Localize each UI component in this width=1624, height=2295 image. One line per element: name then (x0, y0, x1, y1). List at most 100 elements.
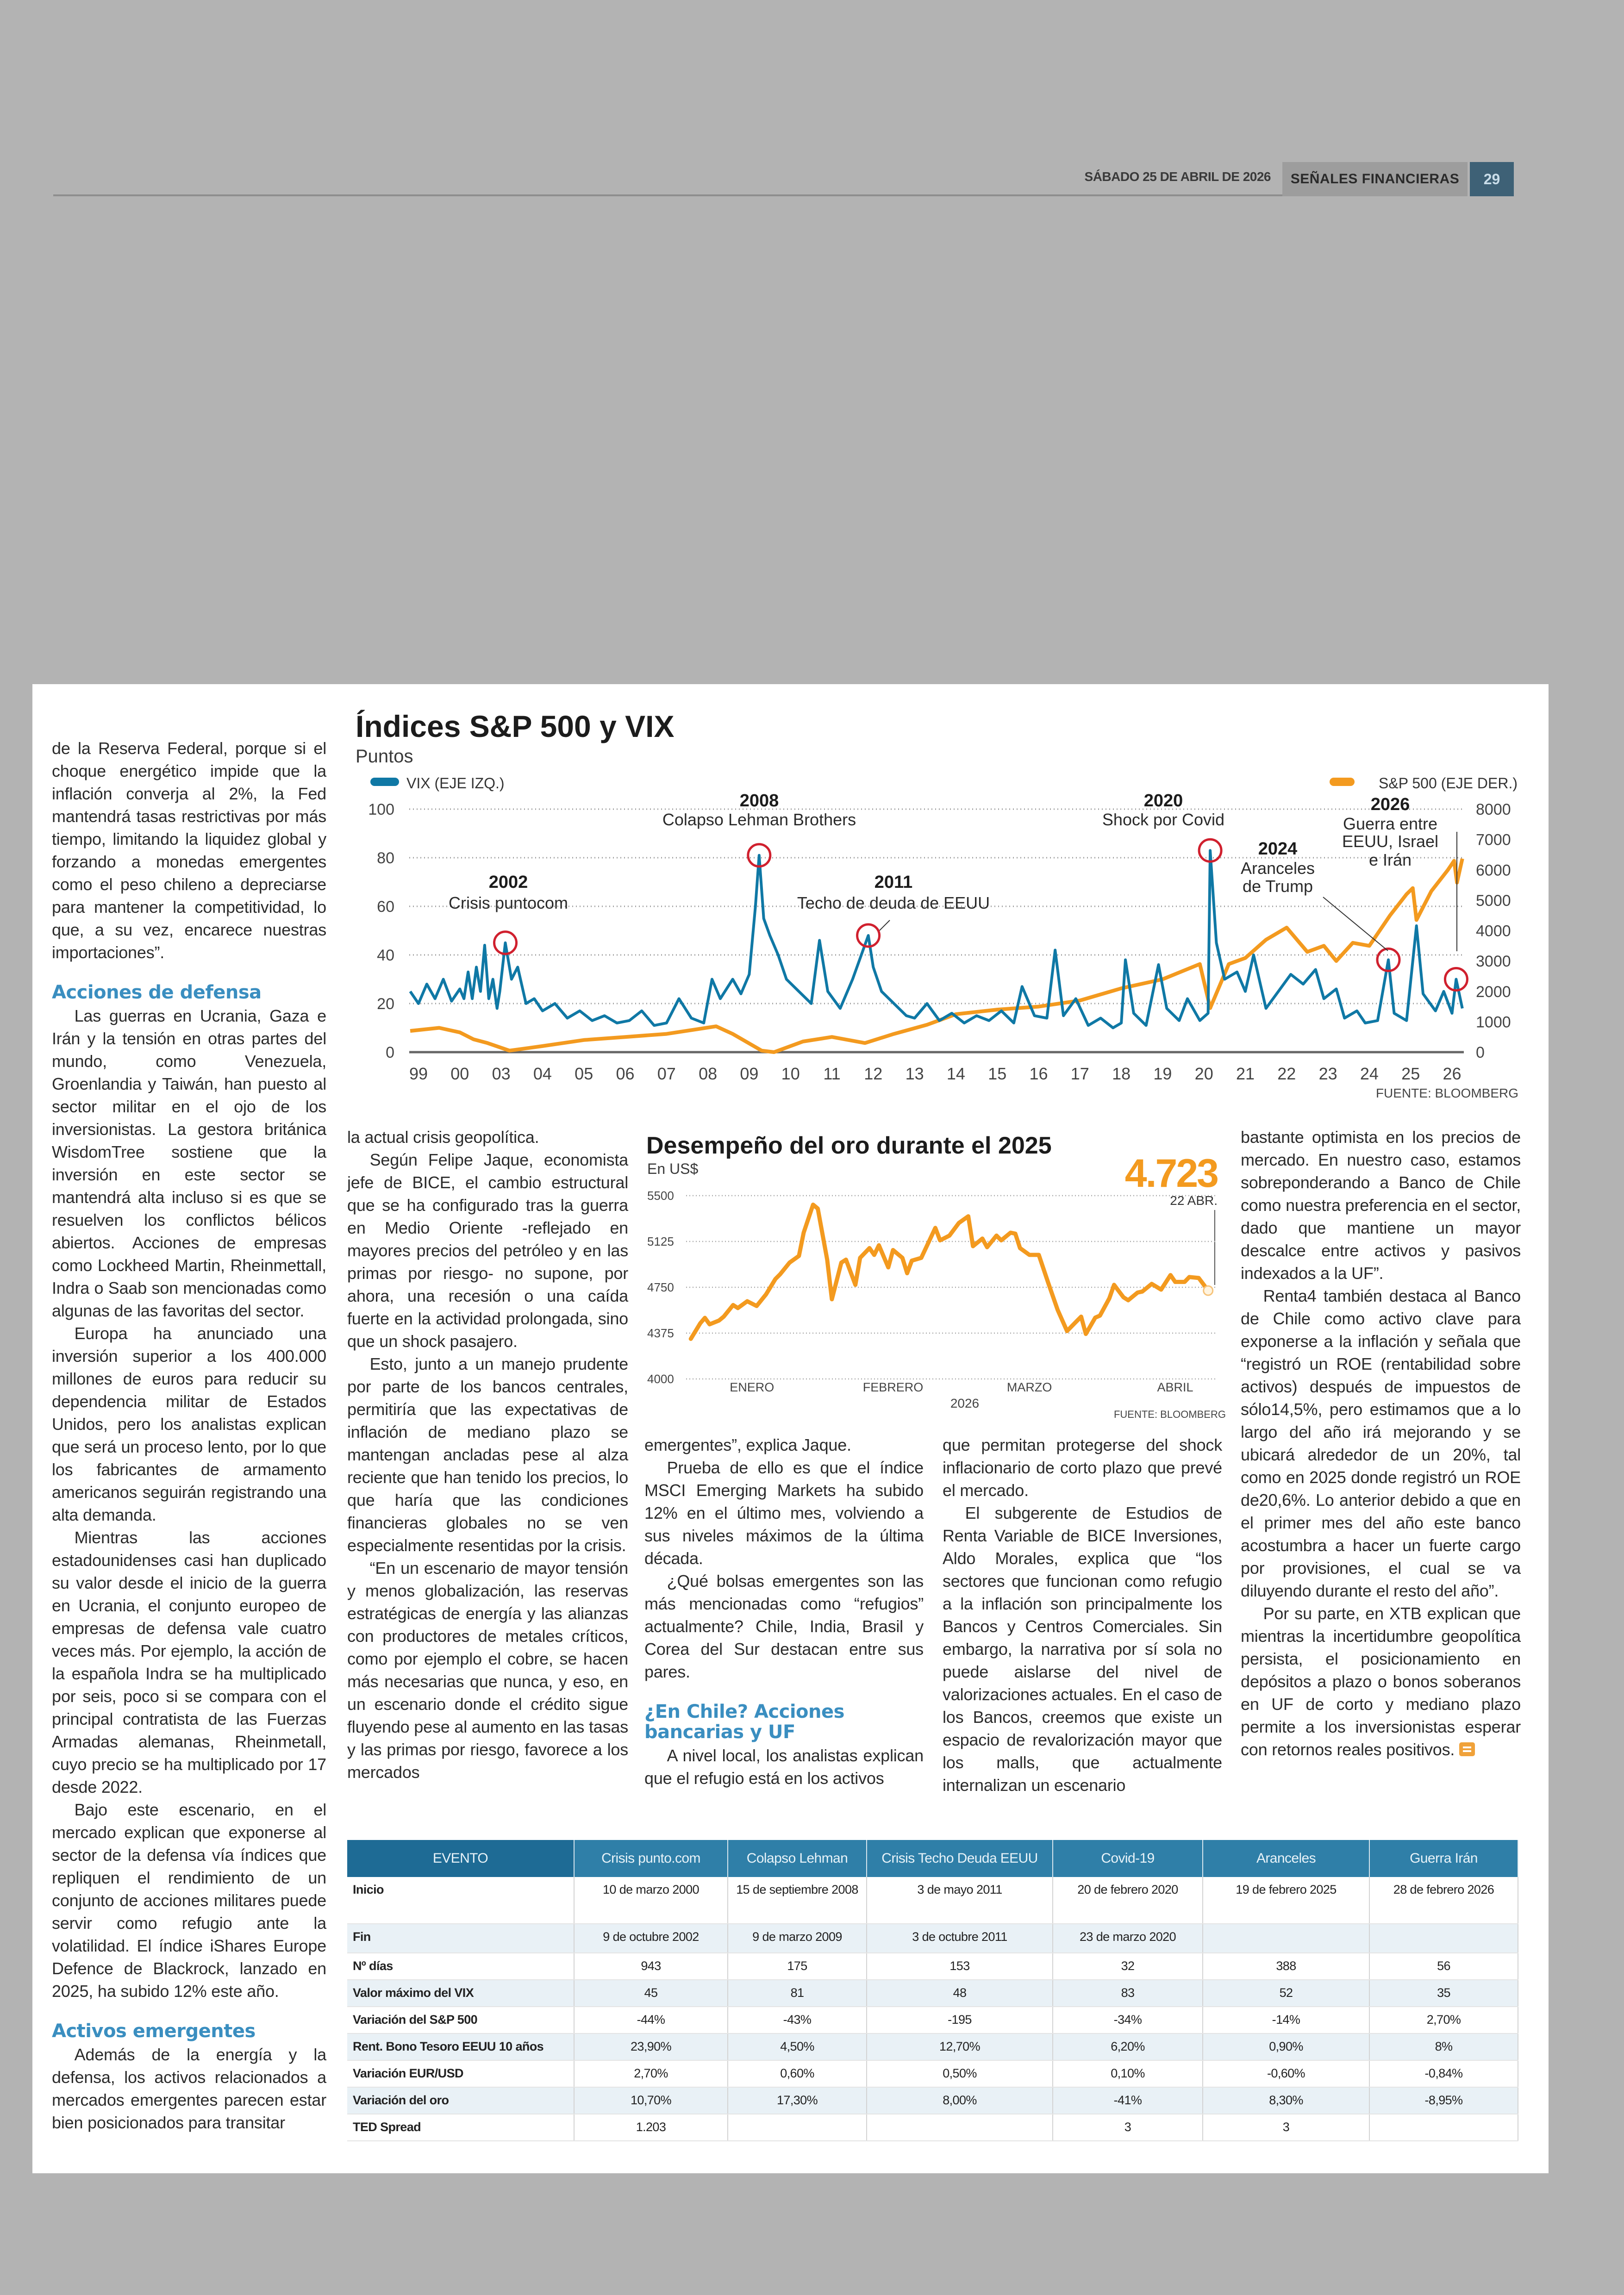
annotation-year: 2011 (874, 873, 912, 892)
event-highlight-circle (493, 930, 518, 955)
annotation-leader-line (1323, 897, 1388, 951)
table-cell: 35 (1369, 1980, 1518, 2007)
x-tick-label: 11 (823, 1064, 840, 1083)
table-header-column: Colapso Lehman (728, 1840, 867, 1877)
gold-chart-source: FUENTE: BLOOMBERG (1114, 1409, 1226, 1420)
gold-last-point (1203, 1285, 1214, 1296)
paragraph: El subgerente de Estudios de Renta Varia… (943, 1503, 1222, 1795)
table-cell: -34% (1053, 2007, 1203, 2034)
annotation-year: 2008 (740, 791, 779, 811)
event-highlight-circle (856, 923, 881, 948)
paragraph: A nivel local, los analistas explican qu… (644, 1746, 924, 1788)
paragraph: Esto, junto a un manejo prudente por par… (347, 1354, 628, 1555)
x-tick-label: 18 (1112, 1064, 1131, 1083)
y-left-tick-label: 20 (377, 995, 394, 1013)
table-cell: 81 (728, 1980, 867, 2007)
table-row: Valor máximo del VIX 45 81 48 83 52 35 (347, 1980, 1518, 2007)
y-right-tick-label: 0 (1476, 1044, 1485, 1061)
row-label: Inicio (347, 1877, 575, 1924)
paragraph: Bajo este escenario, en el mercado expli… (52, 1800, 326, 2001)
table-cell: -44% (574, 2007, 728, 2034)
gold-last-date: 22 ABR. (1170, 1193, 1218, 1208)
annotation-label: EEUU, Israel (1342, 832, 1438, 851)
paragraph: Renta4 también destaca al Banco de Chile… (1241, 1286, 1521, 1600)
paragraph: Europa ha anunciado una inversión superi… (52, 1324, 326, 1524)
row-label: Nº días (347, 1953, 575, 1980)
table-cell (1369, 2114, 1518, 2141)
gold-chart: Desempeño del oro durante el 2025 En US$… (646, 1132, 1226, 1420)
table-cell: 10,70% (574, 2087, 728, 2114)
table-cell: 83 (1053, 1980, 1203, 2007)
table-cell: -43% (728, 2007, 867, 2034)
table-cell: 52 (1203, 1980, 1370, 2007)
table-cell: 9 de marzo 2009 (728, 1924, 867, 1953)
paragraph: bastante optimista en los precios de mer… (1241, 1128, 1521, 1283)
x-tick-label: 07 (657, 1064, 676, 1083)
paragraph-text: Por su parte, en XTB explican que mientr… (1241, 1604, 1521, 1759)
y-right-tick-label: 5000 (1476, 892, 1511, 910)
row-label: Valor máximo del VIX (347, 1980, 575, 2007)
x-tick-label: 06 (616, 1064, 634, 1083)
x-tick-label: ENERO (730, 1380, 774, 1394)
paragraph: “En un escenario de mayor tensión y meno… (347, 1559, 629, 1782)
table-cell: -195 (867, 2007, 1053, 2034)
end-mark-icon (1459, 1742, 1475, 1756)
annotation-label: Crisis puntocom (449, 893, 568, 912)
x-tick-label: ABRIL (1157, 1380, 1193, 1394)
section-label: SEÑALES FINANCIERAS (1282, 162, 1468, 196)
chart-source: FUENTE: BLOOMBERG (1376, 1086, 1518, 1100)
paragraph: Por su parte, en XTB explican que mientr… (1241, 1602, 1521, 1761)
y-tick-label: 4750 (647, 1280, 674, 1294)
table-header-column: Crisis punto.com (574, 1840, 728, 1877)
table-cell: 2,70% (574, 2060, 728, 2088)
paragraph: emergentes”, explica Jaque. (644, 1435, 851, 1454)
x-tick-label: 15 (988, 1064, 1006, 1083)
table-cell: 3 (1203, 2114, 1370, 2141)
y-tick-label: 5500 (647, 1189, 674, 1203)
table-cell: 3 de octubre 2011 (867, 1924, 1053, 1953)
table-cell: 4,50% (728, 2033, 867, 2061)
sp500-vix-chart: Índices S&P 500 y VIX Puntos VIX (EJE IZ… (356, 709, 1518, 1100)
table-cell: 28 de febrero 2026 (1369, 1877, 1518, 1924)
subheading-activos-emergentes: Activos emergentes (52, 2021, 256, 2042)
annotation-label: Aranceles (1241, 859, 1315, 878)
gold-chart-subtitle: En US$ (647, 1160, 698, 1177)
table-cell: -8,95% (1369, 2087, 1518, 2114)
crisis-events-table: EVENTO Crisis punto.com Colapso Lehman Cris… (347, 1840, 1518, 2141)
x-tick-label: 24 (1360, 1064, 1379, 1083)
table-cell: -14% (1203, 2007, 1370, 2034)
table-cell: 8,00% (867, 2087, 1053, 2114)
event-highlight-circle (1198, 838, 1223, 863)
table-cell: 0,50% (867, 2060, 1053, 2088)
annotation-year: 2002 (489, 873, 528, 892)
paragraph: ¿Qué bolsas emergentes son las más menci… (644, 1572, 924, 1681)
publication-date: SÁBADO 25 DE ABRIL DE 2026 (1084, 169, 1271, 184)
x-tick-label: 17 (1071, 1064, 1089, 1083)
gold-chart-title: Desempeño del oro durante el 2025 (646, 1132, 1052, 1159)
table-header-event: EVENTO (347, 1840, 575, 1877)
y-left-tick-label: 80 (377, 849, 394, 867)
row-label: Variación del S&P 500 (347, 2007, 575, 2034)
table-row: TED Spread 1.203 3 3 (347, 2114, 1518, 2141)
table-header-column: Aranceles (1203, 1840, 1370, 1877)
row-label: Variación del oro (347, 2087, 575, 2114)
subheading-acciones-defensa: Acciones de defensa (52, 982, 262, 1003)
y-right-tick-label: 3000 (1476, 953, 1511, 970)
y-left-tick-label: 100 (368, 801, 394, 818)
table-cell: -41% (1053, 2087, 1203, 2114)
x-tick-label: 03 (492, 1064, 511, 1083)
paragraph: Mientras las acciones estadounidenses ca… (52, 1528, 326, 1796)
legend-label-sp500: S&P 500 (EJE DER.) (1379, 775, 1518, 792)
annotation-year: 2020 (1144, 791, 1183, 811)
table-header-column: Guerra Irán (1369, 1840, 1518, 1877)
table-cell: 8,30% (1203, 2087, 1370, 2114)
article-column-3: emergentes”, explica Jaque. Prueba de el… (644, 1434, 924, 1790)
annotation-label: Guerra entre (1343, 814, 1437, 833)
legend-swatch-vix (370, 778, 399, 786)
table-cell: 17,30% (728, 2087, 867, 2114)
paragraph: de la Reserva Federal, porque si el choq… (52, 739, 326, 962)
y-right-tick-label: 6000 (1476, 861, 1511, 879)
row-label: Variación EUR/USD (347, 2060, 575, 2088)
x-tick-label: 99 (409, 1064, 428, 1083)
row-label: Fin (347, 1924, 575, 1953)
